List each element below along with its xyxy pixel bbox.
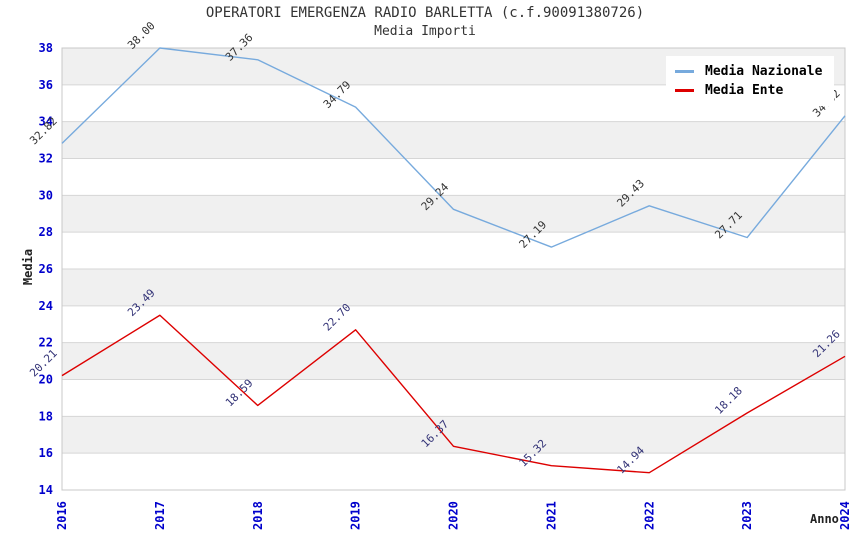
x-tick-label: 2022 xyxy=(642,501,656,530)
x-axis-label: Anno xyxy=(810,512,839,526)
grid-band xyxy=(62,416,845,454)
legend: Media Nazionale Media Ente xyxy=(666,56,835,106)
legend-item-media-nazionale: Media Nazionale xyxy=(675,62,822,81)
grid-band xyxy=(62,195,845,233)
y-tick-label: 28 xyxy=(39,225,53,239)
legend-line-swatch-ente-icon xyxy=(675,89,694,92)
y-tick-label: 20 xyxy=(39,373,53,387)
y-tick-label: 26 xyxy=(39,262,53,276)
point-label-media-nazionale: 38.00 xyxy=(125,19,158,52)
x-tick-label: 2019 xyxy=(349,501,363,530)
y-tick-label: 36 xyxy=(39,78,53,92)
x-tick-label: 2020 xyxy=(447,501,461,530)
plot-border xyxy=(61,47,846,491)
legend-label: Media Nazionale xyxy=(705,64,823,79)
point-label-media-ente: 18.18 xyxy=(712,384,745,417)
chart-subtitle: Media Importi xyxy=(374,24,476,39)
y-axis-label: Media xyxy=(21,248,35,286)
legend-label: Media Ente xyxy=(705,83,784,98)
y-tick-label: 24 xyxy=(39,299,53,313)
y-tick-label: 34 xyxy=(39,115,53,129)
point-label-media-ente: 18.59 xyxy=(223,377,256,410)
grid-band xyxy=(62,342,845,380)
legend-item-media-ente: Media Ente xyxy=(675,81,822,100)
grid-band xyxy=(62,121,845,159)
x-tick-label: 2024 xyxy=(838,501,850,530)
y-tick-label: 32 xyxy=(39,152,53,166)
y-tick-label: 38 xyxy=(39,41,53,55)
x-tick-label: 2017 xyxy=(153,501,167,530)
legend-line-swatch-nazionale-icon xyxy=(675,70,694,73)
x-tick-label: 2023 xyxy=(740,501,754,530)
y-tick-label: 22 xyxy=(39,336,53,350)
y-tick-label: 30 xyxy=(39,188,53,202)
series-line-media-nazionale xyxy=(61,47,846,248)
x-tick-label: 2016 xyxy=(55,501,69,530)
grid-band xyxy=(62,269,845,306)
x-tick-label: 2021 xyxy=(544,501,558,530)
chart-title: OPERATORI EMERGENZA RADIO BARLETTA (c.f.… xyxy=(205,5,645,21)
series-line-media-ente xyxy=(61,314,846,474)
y-tick-label: 18 xyxy=(39,409,53,423)
x-tick-label: 2018 xyxy=(251,501,265,530)
y-tick-label: 14 xyxy=(39,483,53,497)
y-tick-label: 16 xyxy=(39,446,53,460)
